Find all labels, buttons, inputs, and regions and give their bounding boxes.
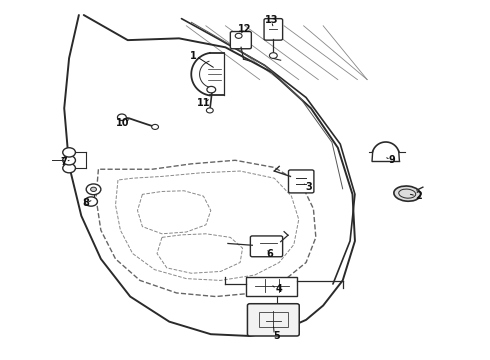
Circle shape xyxy=(63,163,75,173)
Text: 9: 9 xyxy=(388,155,395,165)
Circle shape xyxy=(91,187,97,192)
FancyBboxPatch shape xyxy=(247,304,299,336)
Bar xyxy=(246,277,297,296)
Circle shape xyxy=(85,197,98,206)
FancyBboxPatch shape xyxy=(289,170,314,193)
Text: 5: 5 xyxy=(273,331,280,341)
Text: 4: 4 xyxy=(276,284,283,294)
Circle shape xyxy=(235,33,242,39)
FancyBboxPatch shape xyxy=(264,19,283,40)
Text: 3: 3 xyxy=(305,182,312,192)
Circle shape xyxy=(63,148,75,157)
Text: 13: 13 xyxy=(265,15,279,26)
Circle shape xyxy=(207,86,216,93)
Text: 2: 2 xyxy=(415,191,422,201)
Text: 12: 12 xyxy=(238,24,252,35)
Circle shape xyxy=(270,53,277,58)
Ellipse shape xyxy=(394,186,420,201)
Bar xyxy=(259,312,288,327)
FancyBboxPatch shape xyxy=(250,236,283,257)
Circle shape xyxy=(118,114,126,121)
Circle shape xyxy=(206,108,213,113)
Text: 11: 11 xyxy=(196,98,210,108)
Circle shape xyxy=(152,125,159,130)
Circle shape xyxy=(63,156,75,165)
Text: 6: 6 xyxy=(266,248,273,258)
Text: 1: 1 xyxy=(190,51,197,61)
FancyBboxPatch shape xyxy=(230,32,251,49)
Text: 10: 10 xyxy=(116,118,129,128)
Circle shape xyxy=(86,184,101,195)
Text: 7: 7 xyxy=(61,157,68,167)
Text: 8: 8 xyxy=(83,198,90,208)
